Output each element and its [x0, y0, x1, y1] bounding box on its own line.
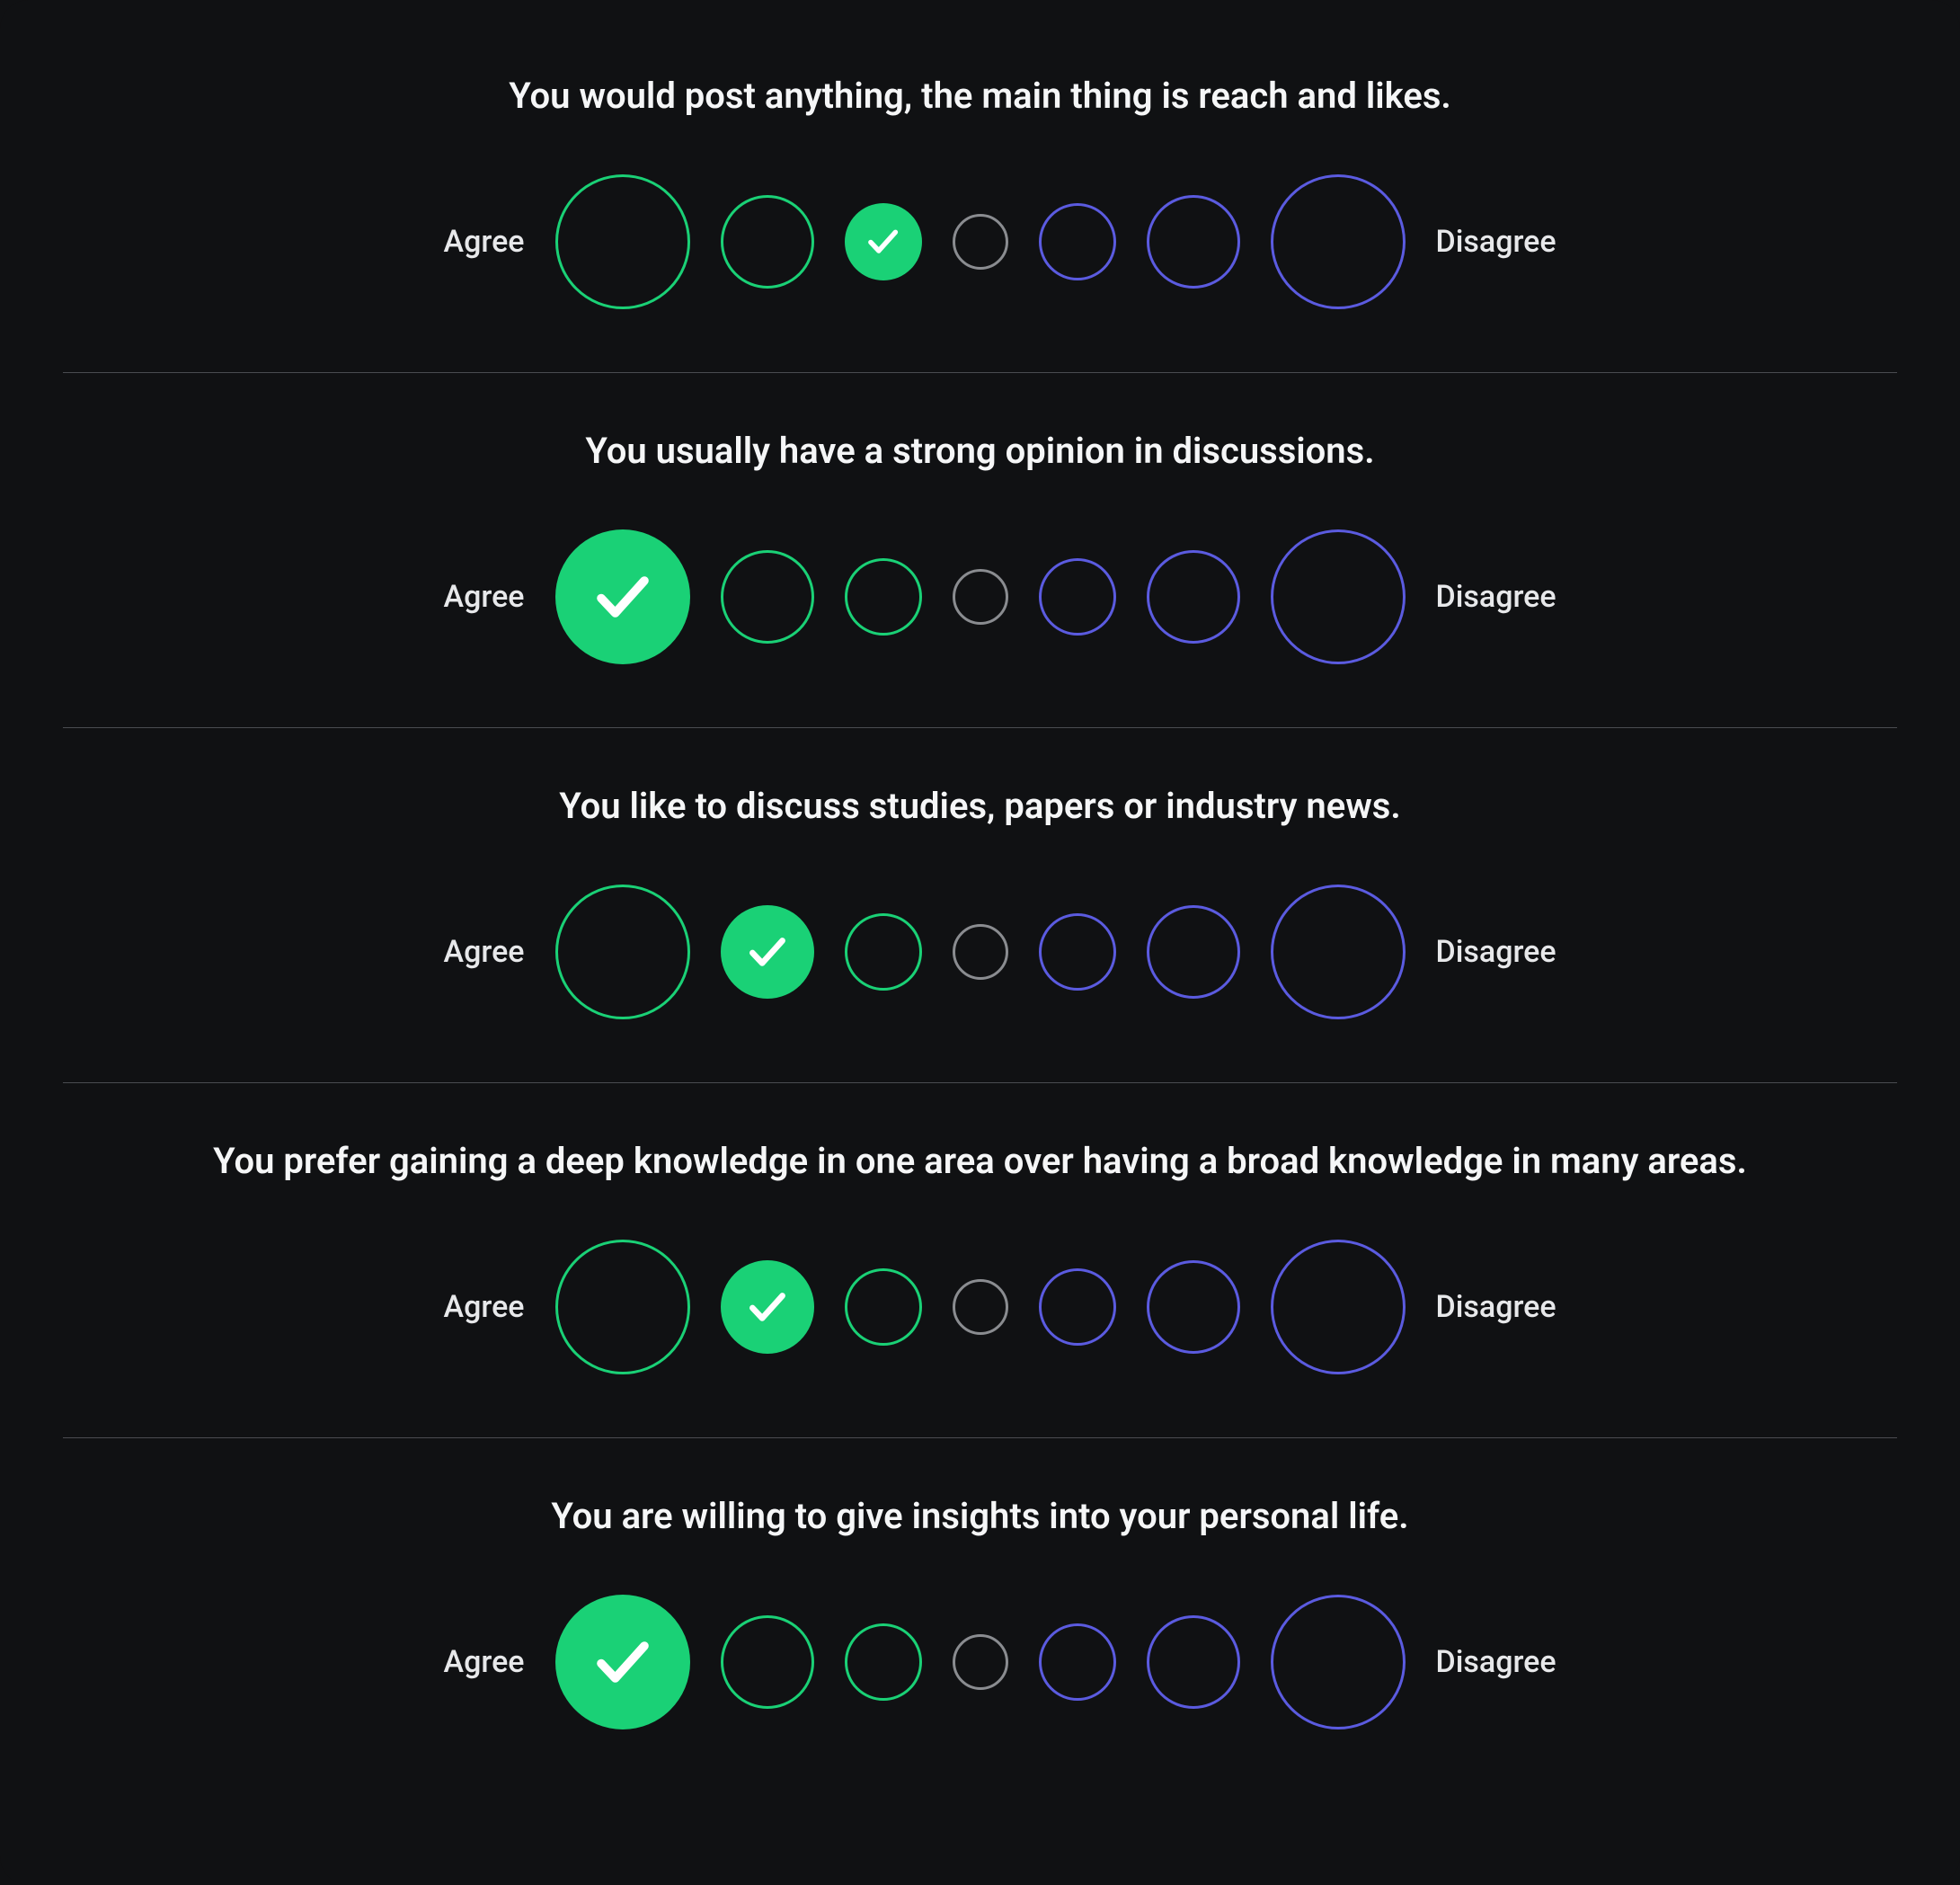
disagree-label: Disagree — [1436, 579, 1571, 615]
likert-option-1[interactable] — [555, 174, 690, 309]
likert-option-3[interactable] — [845, 1623, 922, 1701]
likert-scale: Agree Disagree — [63, 1595, 1897, 1729]
likert-option-4[interactable] — [953, 1279, 1008, 1335]
question-block: You usually have a strong opinion in dis… — [63, 373, 1897, 728]
check-icon — [745, 929, 790, 974]
likert-option-1[interactable] — [555, 1240, 690, 1374]
agree-label: Agree — [390, 1644, 525, 1680]
likert-option-4[interactable] — [953, 924, 1008, 980]
agree-label: Agree — [390, 224, 525, 260]
likert-option-2[interactable] — [721, 195, 814, 289]
likert-option-3[interactable] — [845, 558, 922, 636]
likert-option-4[interactable] — [953, 1634, 1008, 1690]
survey-page: You would post anything, the main thing … — [0, 0, 1960, 1885]
agree-label: Agree — [390, 1289, 525, 1325]
likert-option-1[interactable] — [555, 1595, 690, 1729]
likert-option-7[interactable] — [1271, 885, 1406, 1019]
check-icon — [590, 1630, 655, 1694]
likert-option-5[interactable] — [1039, 1268, 1116, 1346]
check-icon — [865, 223, 901, 260]
likert-option-5[interactable] — [1039, 913, 1116, 991]
agree-label: Agree — [390, 934, 525, 970]
likert-option-6[interactable] — [1147, 550, 1240, 644]
disagree-label: Disagree — [1436, 1289, 1571, 1325]
likert-option-5[interactable] — [1039, 558, 1116, 636]
question-text: You would post anything, the main thing … — [63, 72, 1897, 120]
likert-option-5[interactable] — [1039, 1623, 1116, 1701]
likert-option-1[interactable] — [555, 885, 690, 1019]
question-text: You usually have a strong opinion in dis… — [63, 427, 1897, 476]
likert-option-4[interactable] — [953, 569, 1008, 625]
likert-option-3[interactable] — [845, 913, 922, 991]
likert-option-2[interactable] — [721, 550, 814, 644]
options-row — [555, 529, 1406, 664]
likert-option-6[interactable] — [1147, 1615, 1240, 1709]
likert-option-2[interactable] — [721, 1260, 814, 1354]
likert-option-4[interactable] — [953, 214, 1008, 270]
options-row — [555, 885, 1406, 1019]
options-row — [555, 1240, 1406, 1374]
question-text: You are willing to give insights into yo… — [63, 1492, 1897, 1541]
likert-scale: Agree Disagree — [63, 885, 1897, 1019]
question-block: You are willing to give insights into yo… — [63, 1438, 1897, 1792]
likert-option-6[interactable] — [1147, 905, 1240, 999]
likert-option-7[interactable] — [1271, 1240, 1406, 1374]
disagree-label: Disagree — [1436, 934, 1571, 970]
likert-scale: Agree Disagree — [63, 1240, 1897, 1374]
disagree-label: Disagree — [1436, 1644, 1571, 1680]
check-icon — [745, 1285, 790, 1329]
likert-option-6[interactable] — [1147, 1260, 1240, 1354]
question-block: You would post anything, the main thing … — [63, 18, 1897, 373]
disagree-label: Disagree — [1436, 224, 1571, 260]
likert-option-6[interactable] — [1147, 195, 1240, 289]
check-icon — [590, 565, 655, 629]
likert-option-7[interactable] — [1271, 1595, 1406, 1729]
likert-option-7[interactable] — [1271, 529, 1406, 664]
likert-option-7[interactable] — [1271, 174, 1406, 309]
question-block: You like to discuss studies, papers or i… — [63, 728, 1897, 1083]
options-row — [555, 1595, 1406, 1729]
likert-scale: Agree Disagree — [63, 529, 1897, 664]
likert-option-1[interactable] — [555, 529, 690, 664]
options-row — [555, 174, 1406, 309]
likert-option-2[interactable] — [721, 1615, 814, 1709]
question-text: You like to discuss studies, papers or i… — [63, 782, 1897, 831]
agree-label: Agree — [390, 579, 525, 615]
likert-option-3[interactable] — [845, 203, 922, 280]
likert-scale: Agree Disagree — [63, 174, 1897, 309]
question-text: You prefer gaining a deep knowledge in o… — [63, 1137, 1897, 1186]
likert-option-3[interactable] — [845, 1268, 922, 1346]
question-block: You prefer gaining a deep knowledge in o… — [63, 1083, 1897, 1438]
likert-option-5[interactable] — [1039, 203, 1116, 280]
likert-option-2[interactable] — [721, 905, 814, 999]
